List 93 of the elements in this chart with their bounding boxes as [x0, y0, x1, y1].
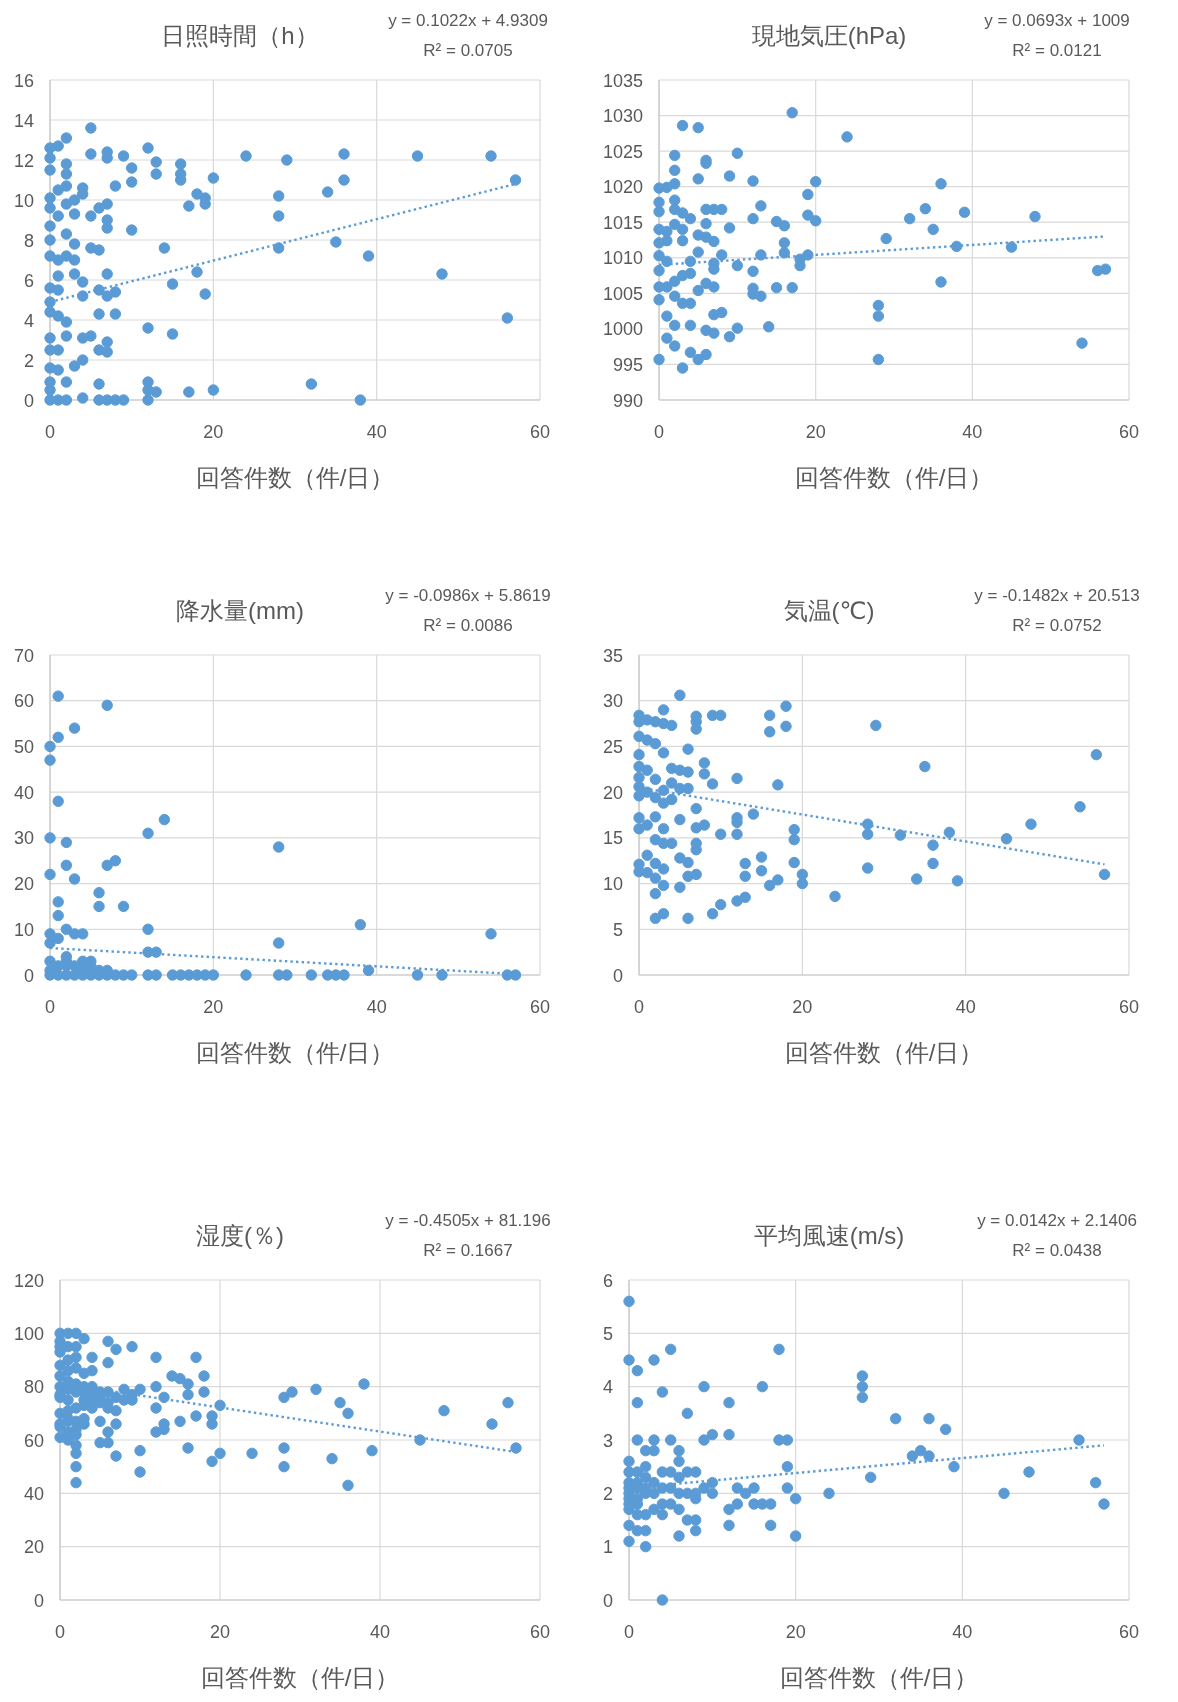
y-tick-label: 25: [603, 736, 624, 757]
x-tick-label: 40: [952, 1622, 973, 1642]
y-tick-label: 0: [613, 965, 624, 986]
x-tick-label: 0: [55, 1622, 66, 1642]
text: y = -0.1482x + 20.513: [974, 586, 1140, 605]
y-tick-label: 5: [603, 1323, 614, 1344]
x-tick-label: 0: [654, 422, 665, 442]
y-tick-label: 100: [14, 1323, 45, 1344]
x-tick-label: 40: [962, 422, 983, 442]
y-tick-label: 5: [613, 919, 624, 940]
text: R² = 0.0705: [423, 41, 513, 60]
y-tick-label: 1020: [603, 177, 644, 198]
x-tick-label: 60: [529, 1622, 551, 1642]
y-tick-label: 60: [14, 691, 35, 712]
text: R² = 0.0752: [1012, 616, 1102, 635]
y-tick-label: 1030: [603, 106, 644, 127]
text: R² = 0.1667: [423, 1241, 513, 1260]
y-tick-label: 6: [24, 270, 35, 291]
y-tick-label: 990: [613, 390, 644, 411]
y-tick-label: 1015: [603, 212, 644, 233]
chart-title: 気温(℃): [783, 597, 875, 624]
y-tick-label: 1005: [603, 283, 644, 304]
y-tick-label: 80: [24, 1377, 45, 1398]
y-tick-label: 30: [603, 691, 624, 712]
x-tick-label: 40: [370, 1622, 391, 1642]
text: y = -0.4505x + 81.196: [385, 1211, 551, 1230]
x-tick-label: 60: [1118, 1622, 1140, 1642]
y-tick-label: 50: [14, 736, 35, 757]
y-tick-label: 1035: [603, 70, 644, 91]
y-tick-label: 35: [603, 645, 624, 666]
x-tick-label: 20: [210, 1622, 231, 1642]
x-tick-label: 20: [805, 422, 826, 442]
x-axis-title: 回答件数（件/日）: [200, 1664, 400, 1691]
y-tick-label: 10: [14, 190, 35, 211]
x-tick-label: 40: [366, 422, 387, 442]
x-tick-label: 40: [955, 997, 976, 1017]
chart-title: 湿度(％): [196, 1222, 284, 1249]
x-tick-label: 40: [366, 997, 387, 1017]
text: R² = 0.0086: [423, 616, 513, 635]
y-tick-label: 16: [14, 70, 35, 91]
y-tick-label: 3: [603, 1430, 614, 1451]
y-tick-label: 8: [24, 230, 35, 251]
y-tick-label: 0: [603, 1590, 614, 1611]
text: y = 0.0142x + 2.1406: [977, 1211, 1137, 1230]
y-tick-label: 14: [14, 110, 35, 131]
y-tick-label: 12: [14, 150, 35, 171]
text: y = 0.1022x + 4.9309: [388, 11, 548, 30]
y-tick-label: 1025: [603, 141, 644, 162]
x-tick-label: 60: [529, 422, 551, 442]
y-tick-label: 40: [24, 1483, 45, 1504]
text: R² = 0.0438: [1012, 1241, 1102, 1260]
chart-title: 平均風速(m/s): [753, 1222, 905, 1249]
y-tick-label: 30: [14, 828, 35, 849]
y-tick-label: 10: [14, 919, 35, 940]
y-tick-label: 15: [603, 828, 624, 849]
x-tick-label: 60: [1118, 422, 1140, 442]
text: y = 0.0693x + 1009: [984, 11, 1130, 30]
y-tick-label: 1: [603, 1537, 614, 1558]
y-tick-label: 0: [24, 965, 35, 986]
y-tick-label: 0: [34, 1590, 45, 1611]
text: R² = 0.0121: [1012, 41, 1102, 60]
y-tick-label: 0: [24, 390, 35, 411]
x-tick-label: 20: [203, 422, 224, 442]
x-axis-title: 回答件数（件/日）: [784, 1039, 984, 1066]
y-tick-label: 6: [603, 1270, 614, 1291]
y-tick-label: 4: [24, 310, 35, 331]
y-tick-label: 20: [603, 782, 624, 803]
x-tick-label: 20: [203, 997, 224, 1017]
x-tick-label: 60: [529, 997, 551, 1017]
y-tick-label: 60: [24, 1430, 45, 1451]
chart-title: 日照時間（h）: [161, 22, 319, 49]
chart-title: 現地気圧(hPa): [751, 22, 907, 49]
x-axis-title: 回答件数（件/日）: [779, 1664, 979, 1691]
x-tick-label: 60: [1118, 997, 1140, 1017]
y-tick-label: 4: [603, 1377, 614, 1398]
y-tick-label: 20: [24, 1537, 45, 1558]
y-tick-label: 40: [14, 782, 35, 803]
y-tick-label: 10: [603, 874, 624, 895]
x-tick-label: 20: [785, 1622, 806, 1642]
y-tick-label: 1000: [603, 319, 644, 340]
x-axis-title: 回答件数（件/日）: [794, 464, 994, 491]
text: y = -0.0986x + 5.8619: [385, 586, 551, 605]
y-tick-label: 995: [613, 354, 644, 375]
y-tick-label: 120: [14, 1270, 45, 1291]
y-tick-label: 2: [603, 1483, 614, 1504]
x-axis-title: 回答件数（件/日）: [195, 1039, 395, 1066]
y-tick-label: 2: [24, 350, 35, 371]
x-axis-title: 回答件数（件/日）: [195, 464, 395, 491]
chart-title: 降水量(mm): [176, 597, 304, 624]
y-tick-label: 70: [14, 645, 35, 666]
x-tick-label: 20: [792, 997, 813, 1017]
y-tick-label: 1010: [603, 248, 644, 269]
y-tick-label: 20: [14, 874, 35, 895]
